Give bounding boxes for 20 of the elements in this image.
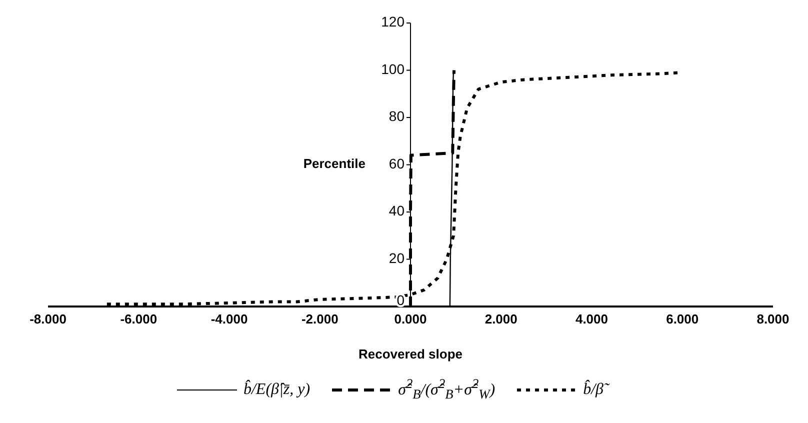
y-axis-title: Percentile [303, 156, 366, 172]
y-tick-label: 20 [388, 250, 405, 266]
x-tick-label: 6.000 [666, 312, 699, 327]
y-tick-label: 80 [388, 108, 405, 124]
y-tick-label: 120 [381, 14, 405, 30]
x-tick-label: -8.000 [30, 312, 66, 327]
y-tick-label: 0 [396, 292, 405, 308]
y-tick-label: 100 [381, 60, 405, 77]
x-tick-label: 4.000 [575, 312, 608, 327]
x-tick-label: 0.000 [394, 312, 427, 327]
legend-label: b̂/E(β̂|z̄, y) [243, 380, 310, 399]
x-tick-label: 2.000 [484, 312, 518, 327]
x-tick-label: -6.000 [120, 312, 158, 327]
y-tick-label: 40 [388, 202, 405, 219]
x-axis-title: Recovered slope [358, 346, 463, 362]
text: σ̂$^{2}$$_{B}$/(σ̂$^{2}$$_{B}$+σ̂$^{2}$$_{W}$) [398, 376, 496, 402]
x-tick-label: -2.000 [301, 312, 338, 327]
x-tick-label: 8.000 [756, 312, 790, 327]
x-tick-label: -4.000 [210, 312, 248, 327]
y-tick-label: 60 [388, 155, 405, 172]
